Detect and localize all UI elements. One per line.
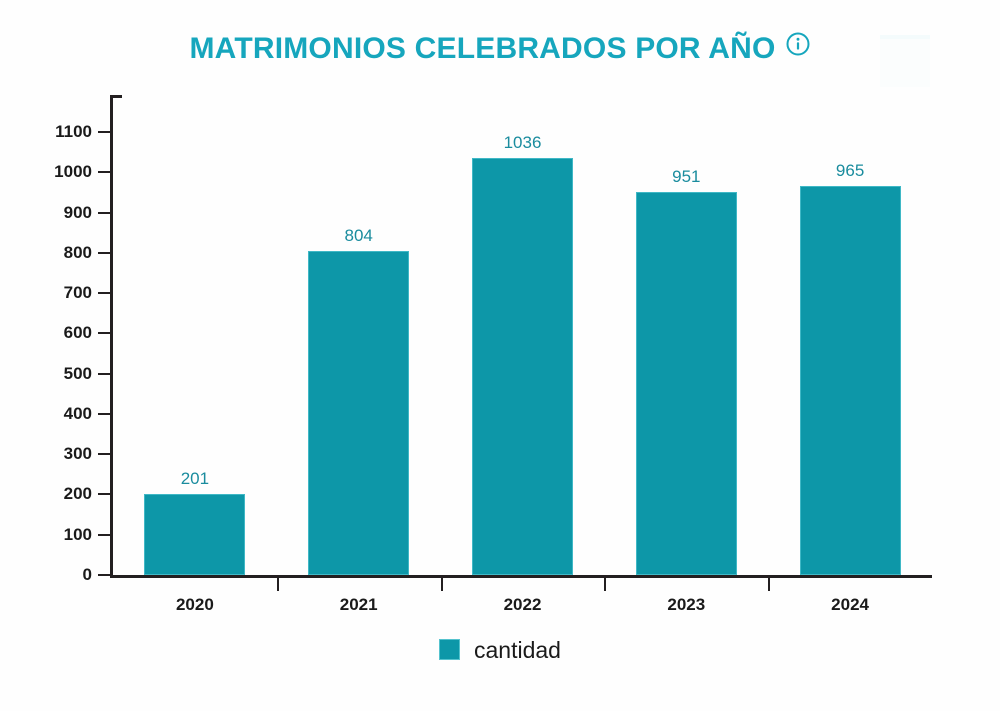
y-axis-tick bbox=[98, 533, 110, 536]
y-axis-tick-label: 900 bbox=[63, 202, 92, 222]
bar-2020[interactable] bbox=[144, 494, 246, 575]
x-axis-label-2020: 2020 bbox=[175, 595, 214, 614]
bar-2024[interactable] bbox=[799, 186, 901, 575]
y-axis-tick-label: 800 bbox=[63, 242, 92, 262]
y-axis-tick-label: 1000 bbox=[54, 162, 92, 182]
y-axis-tick bbox=[98, 493, 110, 496]
x-axis-tick bbox=[604, 578, 607, 591]
background-watermark bbox=[880, 35, 930, 87]
x-axis-tick bbox=[440, 578, 443, 591]
y-axis-tick-label: 1100 bbox=[55, 122, 92, 142]
bar-value-label: 804 bbox=[344, 226, 373, 246]
bar-value-label: 965 bbox=[835, 161, 865, 181]
x-axis-tick bbox=[768, 578, 771, 591]
bar-2022[interactable] bbox=[472, 157, 573, 575]
x-axis-label-2024: 2024 bbox=[831, 595, 869, 614]
bar-2023[interactable] bbox=[635, 192, 737, 575]
legend-item-cantidad[interactable]: cantidad bbox=[439, 636, 561, 664]
x-axis-label-2022: 2022 bbox=[503, 595, 542, 614]
bar-value-label: 201 bbox=[180, 469, 210, 489]
y-axis-tick bbox=[98, 372, 110, 375]
y-axis-tick-label: 0 bbox=[82, 565, 92, 584]
chart-title-text: MATRIMONIOS CELEBRADOS POR AÑO bbox=[189, 32, 776, 66]
y-axis-tick bbox=[98, 412, 110, 415]
info-circle-icon[interactable] bbox=[785, 30, 811, 66]
plot-area: 1100 1000 900 800 700 600 500 400 300 200 100 0 201… bbox=[0, 90, 1000, 614]
y-axis-tick-label: 500 bbox=[63, 363, 92, 383]
y-axis-tick bbox=[98, 453, 110, 456]
y-axis-tick-label: 300 bbox=[63, 444, 92, 464]
y-axis-tick bbox=[98, 292, 110, 295]
bar-value-label: 1036 bbox=[503, 132, 542, 152]
x-axis-line bbox=[110, 575, 932, 578]
y-axis-tick-label: 400 bbox=[63, 403, 92, 423]
y-axis-tick-label: 700 bbox=[63, 283, 92, 303]
legend-item-label: cantidad bbox=[474, 636, 561, 663]
y-axis-tick-label: 600 bbox=[63, 323, 92, 343]
y-axis-tick-label: 100 bbox=[63, 524, 92, 544]
x-axis-label-2023: 2023 bbox=[667, 595, 706, 614]
legend-swatch-icon bbox=[439, 639, 461, 661]
bar-2021[interactable] bbox=[308, 251, 410, 575]
y-axis-tick bbox=[98, 211, 110, 214]
y-axis-tick bbox=[98, 251, 110, 254]
y-axis-tick-label: 200 bbox=[63, 484, 92, 504]
chart-legend: cantidad bbox=[0, 636, 1000, 664]
y-axis-top-cap bbox=[110, 95, 122, 98]
x-axis-label-2021: 2021 bbox=[339, 595, 378, 614]
y-axis-tick bbox=[98, 171, 110, 174]
y-axis-tick bbox=[98, 332, 110, 335]
x-axis-tick bbox=[276, 578, 279, 591]
y-axis-tick bbox=[98, 574, 110, 576]
y-axis-tick bbox=[98, 131, 110, 134]
y-axis-line bbox=[110, 95, 113, 578]
page-title: MATRIMONIOS CELEBRADOS POR AÑO bbox=[0, 30, 1000, 67]
bar-value-label: 951 bbox=[672, 167, 701, 187]
